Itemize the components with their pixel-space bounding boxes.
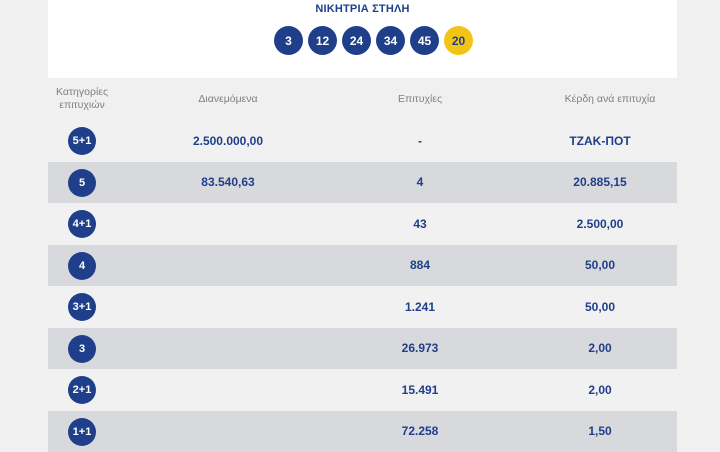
table-header: Κατηγορίες επιτυχιών Διανεμόμενα Επιτυχί… xyxy=(48,78,677,120)
winning-number-ball: 24 xyxy=(342,26,371,55)
prize-cell: 20.885,15 xyxy=(540,162,660,203)
prize-cell: 50,00 xyxy=(540,286,660,327)
column-header-winners: Επιτυχίες xyxy=(360,78,480,120)
table-row: 4+1 43 2.500,00 xyxy=(48,203,677,245)
winners-cell: 884 xyxy=(360,245,480,286)
distributed-cell xyxy=(168,411,288,452)
column-header-prize: Κέρδη ανά επιτυχία xyxy=(540,78,680,120)
distributed-cell: 2.500.000,00 xyxy=(168,120,288,161)
table-row: 5 83.540,63 4 20.885,15 xyxy=(48,162,677,204)
winning-column-title: ΝΙΚΗΤΡΙΑ ΣΤΗΛΗ xyxy=(48,3,677,15)
table-row: 3 26.973 2,00 xyxy=(48,328,677,370)
table-row: 5+1 2.500.000,00 - ΤΖΑΚ-ΠΟΤ xyxy=(48,120,677,162)
distributed-cell xyxy=(168,328,288,369)
prize-cell: ΤΖΑΚ-ΠΟΤ xyxy=(540,120,660,161)
table-row: 2+1 15.491 2,00 xyxy=(48,369,677,411)
winners-cell: 43 xyxy=(360,203,480,244)
prize-table: Κατηγορίες επιτυχιών Διανεμόμενα Επιτυχί… xyxy=(48,78,677,452)
winners-cell: 1.241 xyxy=(360,286,480,327)
winners-cell: 15.491 xyxy=(360,369,480,410)
winners-cell: - xyxy=(360,120,480,161)
category-badge: 4 xyxy=(68,252,96,280)
column-header-distributed: Διανεμόμενα xyxy=(168,78,288,120)
winners-cell: 26.973 xyxy=(360,328,480,369)
prize-cell: 1,50 xyxy=(540,411,660,452)
distributed-cell xyxy=(168,245,288,286)
distributed-cell xyxy=(168,369,288,410)
table-row: 3+1 1.241 50,00 xyxy=(48,286,677,328)
table-row: 1+1 72.258 1,50 xyxy=(48,411,677,452)
winning-number-ball: 34 xyxy=(376,26,405,55)
prize-cell: 50,00 xyxy=(540,245,660,286)
distributed-cell xyxy=(168,286,288,327)
prize-cell: 2.500,00 xyxy=(540,203,660,244)
distributed-cell xyxy=(168,203,288,244)
category-badge: 5 xyxy=(68,169,96,197)
prize-cell: 2,00 xyxy=(540,328,660,369)
joker-number-ball: 20 xyxy=(444,26,473,55)
winning-number-ball: 3 xyxy=(274,26,303,55)
winners-cell: 72.258 xyxy=(360,411,480,452)
distributed-cell: 83.540,63 xyxy=(168,162,288,203)
winners-cell: 4 xyxy=(360,162,480,203)
column-header-category: Κατηγορίες επιτυχιών xyxy=(48,78,116,120)
prize-cell: 2,00 xyxy=(540,369,660,410)
winning-number-ball: 12 xyxy=(308,26,337,55)
category-badge: 3+1 xyxy=(68,293,96,321)
category-badge: 4+1 xyxy=(68,210,96,238)
category-badge: 1+1 xyxy=(68,418,96,446)
winning-number-ball: 45 xyxy=(410,26,439,55)
category-badge: 3 xyxy=(68,335,96,363)
winning-numbers: 3 12 24 34 45 20 xyxy=(274,26,473,57)
table-row: 4 884 50,00 xyxy=(48,245,677,287)
category-badge: 2+1 xyxy=(68,376,96,404)
category-badge: 5+1 xyxy=(68,127,96,155)
